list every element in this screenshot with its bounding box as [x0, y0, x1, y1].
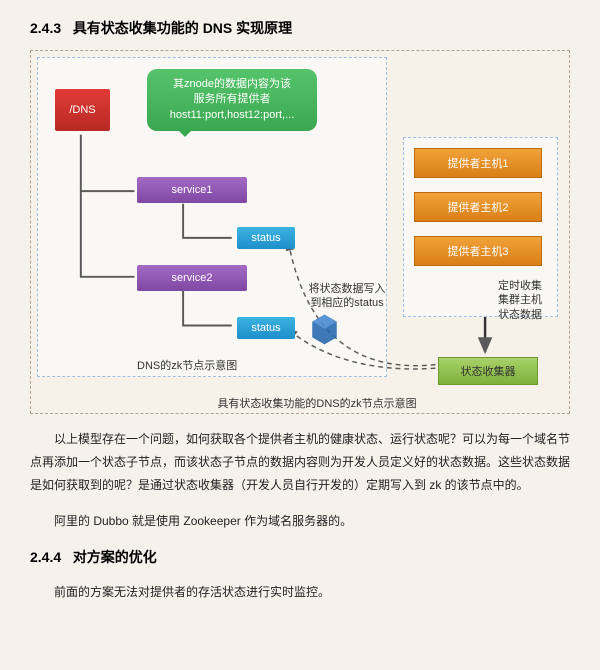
service1-node: service1: [137, 177, 247, 203]
provider-host-2: 提供者主机2: [414, 192, 542, 222]
service2-node: service2: [137, 265, 247, 291]
provider-host-1: 提供者主机1: [414, 148, 542, 178]
status2-node: status: [237, 317, 295, 339]
provider-host-3: 提供者主机3: [414, 236, 542, 266]
section-num: 2.4.4: [30, 549, 61, 565]
znode-tooltip: 其znode的数据内容为该 服务所有提供者 host11:port,host12…: [147, 69, 317, 131]
section-heading-1: 2.4.3 具有状态收集功能的 DNS 实现原理: [30, 18, 570, 38]
dns-root-node: /DNS: [55, 89, 110, 131]
inner-caption: DNS的zk节点示意图: [137, 357, 237, 373]
arrow-label-collect: 定时收集 集群主机 状态数据: [485, 279, 555, 322]
paragraph-3: 前面的方案无法对提供者的存活状态进行实时监控。: [30, 581, 570, 604]
outer-caption: 具有状态收集功能的DNS的zk节点示意图: [167, 395, 467, 411]
status1-node: status: [237, 227, 295, 249]
section-title: 对方案的优化: [73, 549, 157, 565]
tooltip-line: 服务所有提供者: [153, 92, 311, 107]
section-heading-2: 2.4.4 对方案的优化: [30, 547, 570, 567]
tooltip-line: 其znode的数据内容为该: [153, 77, 311, 92]
status-collector-node: 状态收集器: [438, 357, 538, 385]
section-num: 2.4.3: [30, 20, 61, 36]
diagram: /DNS 其znode的数据内容为该 服务所有提供者 host11:port,h…: [37, 57, 563, 407]
tooltip-line: host11:port,host12:port,...: [153, 108, 311, 123]
paragraph-2: 阿里的 Dubbo 就是使用 Zookeeper 作为域名服务器的。: [30, 510, 570, 533]
diagram-container: /DNS 其znode的数据内容为该 服务所有提供者 host11:port,h…: [30, 50, 570, 414]
arrow-label-write: 将状态数据写入 到相应的status: [292, 282, 402, 311]
watermark-icon: [307, 312, 342, 347]
section-title: 具有状态收集功能的 DNS 实现原理: [73, 20, 292, 36]
paragraph-1: 以上模型存在一个问题，如何获取各个提供者主机的健康状态、运行状态呢？可以为每一个…: [30, 428, 570, 496]
